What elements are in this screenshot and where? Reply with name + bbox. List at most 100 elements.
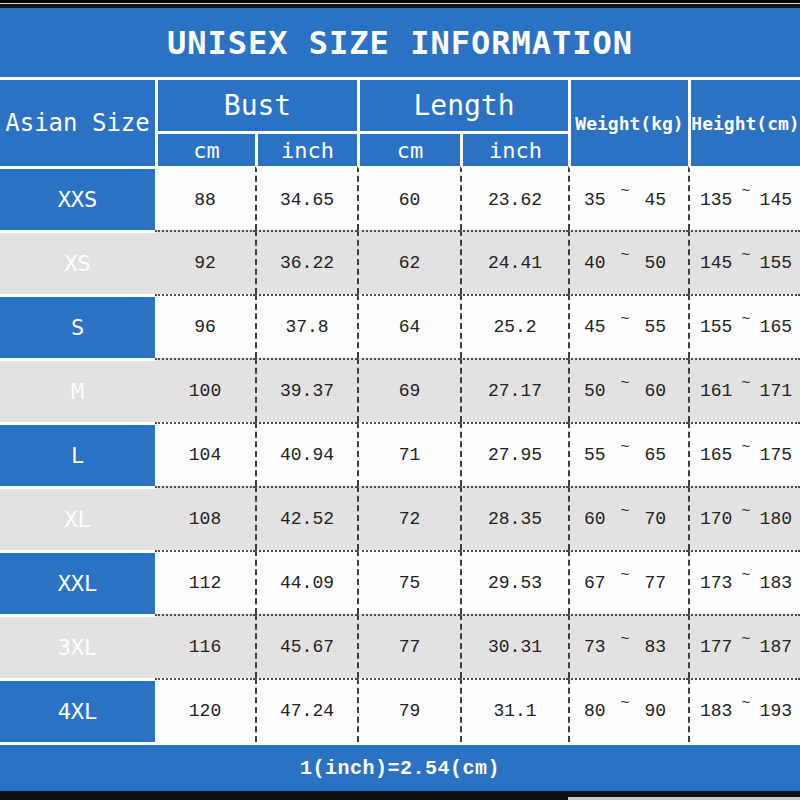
length-inch-cell: 25.2 [460, 294, 568, 358]
height-max: 155 [760, 253, 792, 273]
tilde-symbol: ~ [620, 631, 629, 648]
bust-inch-cell: 45.67 [255, 614, 357, 678]
height-min: 145 [700, 253, 732, 273]
table-row: XL 108 42.52 72 28.35 60~70 170~180 [0, 486, 800, 550]
height-range-cell: 177~187 [688, 614, 800, 678]
length-inch-cell: 30.31 [460, 614, 568, 678]
title-band: UNISEX SIZE INFORMATION [0, 8, 800, 77]
table-row: S 96 37.8 64 25.2 45~55 155~165 [0, 294, 800, 358]
size-cell: XS [0, 230, 155, 294]
bust-inch-cell: 47.24 [255, 678, 357, 742]
bust-inch-cell: 36.22 [255, 230, 357, 294]
header-length: Length [357, 80, 568, 134]
tilde-symbol: ~ [741, 183, 750, 200]
size-cell: XL [0, 486, 155, 550]
height-min: 177 [700, 637, 732, 657]
weight-range-cell: 80~90 [568, 678, 688, 742]
weight-max: 77 [644, 573, 666, 593]
length-cm-cell: 69 [357, 358, 460, 422]
tilde-symbol: ~ [620, 439, 629, 456]
tilde-symbol: ~ [620, 247, 629, 264]
table-row: M 100 39.37 69 27.17 50~60 161~171 [0, 358, 800, 422]
height-range-cell: 135~145 [688, 166, 800, 230]
height-min: 161 [700, 381, 732, 401]
top-border-bar [0, 0, 800, 8]
bust-cm-cell: 88 [155, 166, 255, 230]
tilde-symbol: ~ [741, 631, 750, 648]
length-cm-cell: 71 [357, 422, 460, 486]
weight-range-cell: 73 ~83 [568, 614, 688, 678]
tilde-symbol: ~ [741, 695, 750, 712]
tilde-symbol: ~ [741, 247, 750, 264]
size-cell: 3XL [0, 614, 155, 678]
weight-range-cell: 40 ~50 [568, 230, 688, 294]
tilde-symbol: ~ [741, 439, 750, 456]
bust-inch-cell: 37.8 [255, 294, 357, 358]
bust-cm-cell: 112 [155, 550, 255, 614]
weight-max: 65 [644, 445, 666, 465]
height-min: 183 [700, 701, 732, 721]
weight-min: 80 [584, 701, 606, 721]
footer-band: 1(inch)=2.54(cm) [0, 745, 800, 791]
height-range-cell: 173~183 [688, 550, 800, 614]
bust-cm-cell: 120 [155, 678, 255, 742]
height-range-cell: 165~175 [688, 422, 800, 486]
header-length-inch: inch [460, 134, 568, 166]
tilde-symbol: ~ [620, 695, 629, 712]
weight-range-cell: 55 ~65 [568, 422, 688, 486]
header-weight: Weight(kg) [568, 80, 688, 166]
header-length-cm: cm [357, 134, 460, 166]
conversion-note: 1(inch)=2.54(cm) [300, 757, 500, 780]
height-range-cell: 170 ~180 [688, 486, 800, 550]
height-min: 165 [700, 445, 732, 465]
length-inch-cell: 31.1 [460, 678, 568, 742]
size-cell: XXL [0, 550, 155, 614]
length-inch-cell: 28.35 [460, 486, 568, 550]
length-cm-cell: 60 [357, 166, 460, 230]
weight-range-cell: 35~45 [568, 166, 688, 230]
weight-max: 50 [644, 253, 666, 273]
table-row: 4XL 120 47.24 79 31.1 80~90 183~193 [0, 678, 800, 742]
weight-min: 40 [584, 253, 606, 273]
table-row: XS 92 36.22 62 24.41 40~50 145~155 [0, 230, 800, 294]
bust-cm-cell: 100 [155, 358, 255, 422]
weight-min: 73 [584, 637, 606, 657]
header-bust-inch: inch [255, 134, 357, 166]
tilde-symbol: ~ [620, 311, 629, 328]
tilde-symbol: ~ [620, 375, 629, 392]
size-cell: L [0, 422, 155, 486]
tilde-symbol: ~ [741, 567, 750, 584]
weight-min: 60 [584, 509, 606, 529]
height-max: 180 [760, 509, 792, 529]
bust-cm-cell: 104 [155, 422, 255, 486]
tilde-symbol: ~ [620, 567, 629, 584]
weight-min: 55 [584, 445, 606, 465]
weight-max: 45 [644, 190, 666, 210]
length-inch-cell: 24.41 [460, 230, 568, 294]
height-min: 135 [700, 190, 732, 210]
weight-min: 45 [584, 317, 606, 337]
length-inch-cell: 27.95 [460, 422, 568, 486]
tilde-symbol: ~ [741, 311, 750, 328]
bust-inch-cell: 34.65 [255, 166, 357, 230]
size-cell: M [0, 358, 155, 422]
tilde-symbol: ~ [741, 375, 750, 392]
length-cm-cell: 64 [357, 294, 460, 358]
height-range-cell: 155~165 [688, 294, 800, 358]
weight-max: 83 [644, 637, 666, 657]
height-min: 170 [700, 509, 732, 529]
header-asian-size: Asian Size [0, 80, 155, 166]
table-row: 3XL 116 45.67 77 30.31 73~83 177~187 [0, 614, 800, 678]
bust-cm-cell: 96 [155, 294, 255, 358]
table-row: L 104 40.94 71 27.95 55~65 165~175 [0, 422, 800, 486]
length-inch-cell: 29.53 [460, 550, 568, 614]
length-cm-cell: 72 [357, 486, 460, 550]
height-max: 165 [760, 317, 792, 337]
height-range-cell: 183~193 [688, 678, 800, 742]
header-height: Height(cm) [688, 80, 800, 166]
bust-inch-cell: 40.94 [255, 422, 357, 486]
tilde-symbol: ~ [741, 503, 750, 520]
bust-inch-cell: 39.37 [255, 358, 357, 422]
weight-max: 55 [644, 317, 666, 337]
tilde-symbol: ~ [620, 503, 629, 520]
